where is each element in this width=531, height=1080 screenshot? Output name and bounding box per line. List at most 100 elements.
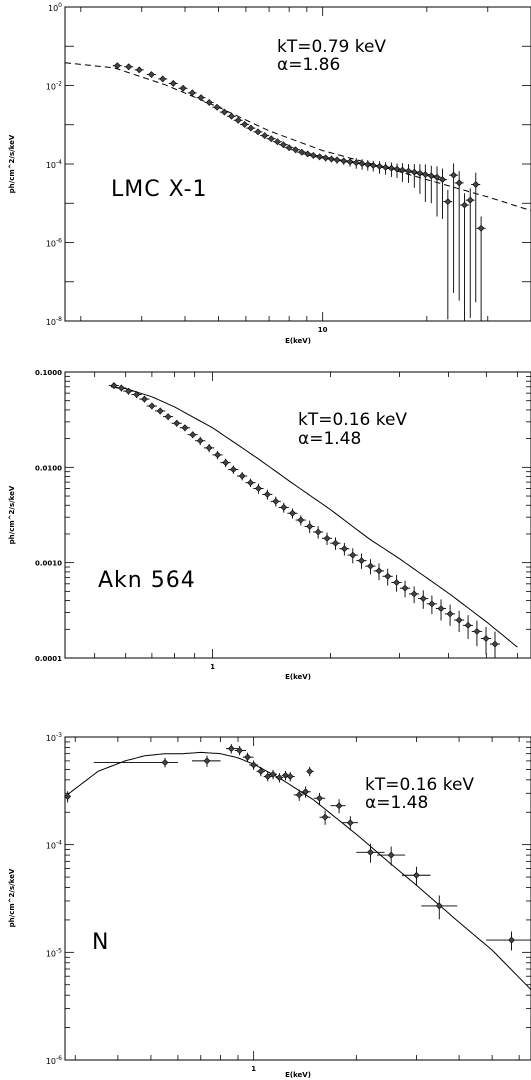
data-point xyxy=(435,902,443,910)
data-point xyxy=(367,562,374,570)
data-point xyxy=(297,516,305,524)
data-point xyxy=(257,767,265,775)
data-point xyxy=(279,141,287,149)
data-point xyxy=(113,62,121,70)
x-axis-label: E(keV) xyxy=(285,337,311,345)
data-point xyxy=(295,791,303,799)
data-point xyxy=(203,757,211,765)
data-point xyxy=(367,848,374,856)
data-point xyxy=(117,384,125,392)
data-point xyxy=(416,169,424,177)
data-point xyxy=(133,391,141,398)
data-point xyxy=(302,788,310,796)
data-point xyxy=(413,871,420,879)
data-point xyxy=(261,132,269,139)
data-points xyxy=(108,382,501,658)
model-curve xyxy=(64,62,531,212)
data-point xyxy=(214,451,222,459)
data-point xyxy=(491,640,499,648)
data-point xyxy=(419,595,427,603)
data-point xyxy=(280,503,288,511)
data-point xyxy=(141,395,148,403)
data-point xyxy=(205,99,213,106)
data-point xyxy=(340,157,348,165)
model-curve xyxy=(64,751,531,991)
source-label: LMC X-1 xyxy=(111,177,208,202)
data-point xyxy=(64,793,72,800)
data-point xyxy=(358,557,365,565)
fit-alpha: α=1.48 xyxy=(365,793,428,813)
x-tick-label: 1 xyxy=(210,663,215,671)
axes: 10 100 10-2 10-4 10-6 10-8 xyxy=(46,2,531,334)
data-point xyxy=(410,168,418,176)
data-point xyxy=(181,424,189,432)
data-point xyxy=(309,152,317,159)
data-point xyxy=(352,159,360,167)
data-point xyxy=(292,146,300,154)
y-axis-label: ph/cm^2/s/keV xyxy=(8,134,16,193)
data-point xyxy=(189,431,197,439)
data-points xyxy=(64,744,531,951)
data-point xyxy=(427,172,435,180)
data-point xyxy=(335,802,343,810)
data-point xyxy=(446,610,454,618)
data-point xyxy=(156,407,164,415)
data-point xyxy=(241,120,249,128)
data-point xyxy=(444,198,452,206)
data-point xyxy=(179,84,187,92)
data-point xyxy=(263,490,271,498)
source-label: N xyxy=(92,930,108,955)
data-point xyxy=(228,112,235,120)
y-tick-label: 10-4 xyxy=(46,159,62,170)
y-tick-label: 0.0100 xyxy=(35,464,62,472)
y-tick-label: 0.0001 xyxy=(35,655,62,663)
data-points xyxy=(112,62,486,321)
data-point xyxy=(148,402,156,410)
x-axis-label: E(keV) xyxy=(285,673,311,681)
model-line xyxy=(110,386,518,648)
data-point xyxy=(464,621,472,629)
data-point xyxy=(482,635,490,642)
data-point xyxy=(314,528,322,536)
data-point xyxy=(250,761,258,769)
x-axis-label: E(keV) xyxy=(285,1071,311,1079)
data-point xyxy=(196,437,204,445)
data-point xyxy=(135,66,143,74)
data-point xyxy=(213,103,221,111)
data-point xyxy=(236,747,244,754)
data-point xyxy=(229,466,237,473)
data-point xyxy=(275,774,283,781)
model-curve xyxy=(110,386,518,648)
plot-frame xyxy=(64,371,531,659)
fit-alpha: α=1.48 xyxy=(298,429,361,449)
data-point xyxy=(197,94,205,102)
data-point xyxy=(222,459,230,467)
data-point xyxy=(376,162,383,170)
data-point xyxy=(234,116,242,124)
data-point xyxy=(298,148,306,156)
data-point xyxy=(364,161,372,168)
data-point xyxy=(421,171,429,178)
data-point xyxy=(282,771,289,779)
data-point xyxy=(148,71,155,78)
data-point xyxy=(306,522,314,530)
data-point xyxy=(188,89,196,97)
data-point xyxy=(387,851,395,859)
fit-alpha: α=1.86 xyxy=(277,55,340,75)
data-point xyxy=(387,164,395,172)
data-point xyxy=(316,153,324,161)
data-point xyxy=(508,936,515,944)
data-point xyxy=(316,794,323,802)
data-point xyxy=(286,773,294,780)
data-point xyxy=(285,144,293,152)
data-point xyxy=(349,551,357,559)
plot-frame xyxy=(64,736,531,1061)
data-point xyxy=(321,813,329,821)
data-point xyxy=(384,572,392,580)
data-point xyxy=(164,413,172,421)
data-point xyxy=(346,158,354,166)
data-point xyxy=(375,567,383,575)
data-point xyxy=(247,124,255,132)
data-point xyxy=(304,150,312,158)
y-tick-label: 0.1000 xyxy=(35,369,62,377)
